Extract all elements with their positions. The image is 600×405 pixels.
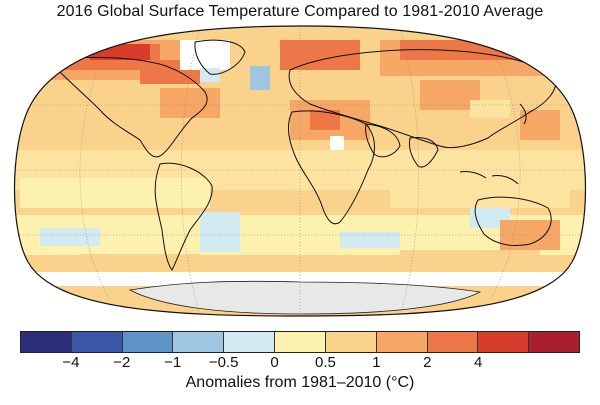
colorbar-swatch xyxy=(122,332,174,352)
antarctica-land xyxy=(128,280,482,315)
colorbar-swatch xyxy=(224,332,276,352)
globe-outline xyxy=(13,25,587,317)
colorbar-tick-label: −1 xyxy=(164,354,182,371)
colorbar-swatch xyxy=(529,332,579,352)
colorbar-tick-label: −4 xyxy=(62,354,80,371)
colorbar-swatch xyxy=(21,332,72,352)
colorbar-swatch xyxy=(478,332,530,352)
colorbar-tick-label: 0 xyxy=(270,354,279,371)
colorbar-swatch xyxy=(173,332,225,352)
map-title: 2016 Global Surface Temperature Compared… xyxy=(56,3,544,20)
colorbar-swatch xyxy=(71,332,123,352)
colorbar-tick-label: 2 xyxy=(423,354,432,371)
colorbar-tick-label: 1 xyxy=(372,354,381,371)
colorbar-tick-label: −2 xyxy=(113,354,131,371)
colorbar-swatch xyxy=(376,332,428,352)
coastlines xyxy=(59,39,557,271)
colorbar-swatch xyxy=(275,332,326,352)
colorbar-tick-label: −0.5 xyxy=(208,354,239,371)
colorbar-label: Anomalies from 1981–2010 (°C) xyxy=(185,374,415,391)
anomaly-colorbar xyxy=(20,331,580,353)
colorbar-swatch xyxy=(427,332,479,352)
colorbar-swatch xyxy=(325,332,377,352)
graticule xyxy=(14,26,586,316)
colorbar-tick-label: 0.5 xyxy=(315,354,336,371)
colorbar-tick-label: 4 xyxy=(474,354,483,371)
